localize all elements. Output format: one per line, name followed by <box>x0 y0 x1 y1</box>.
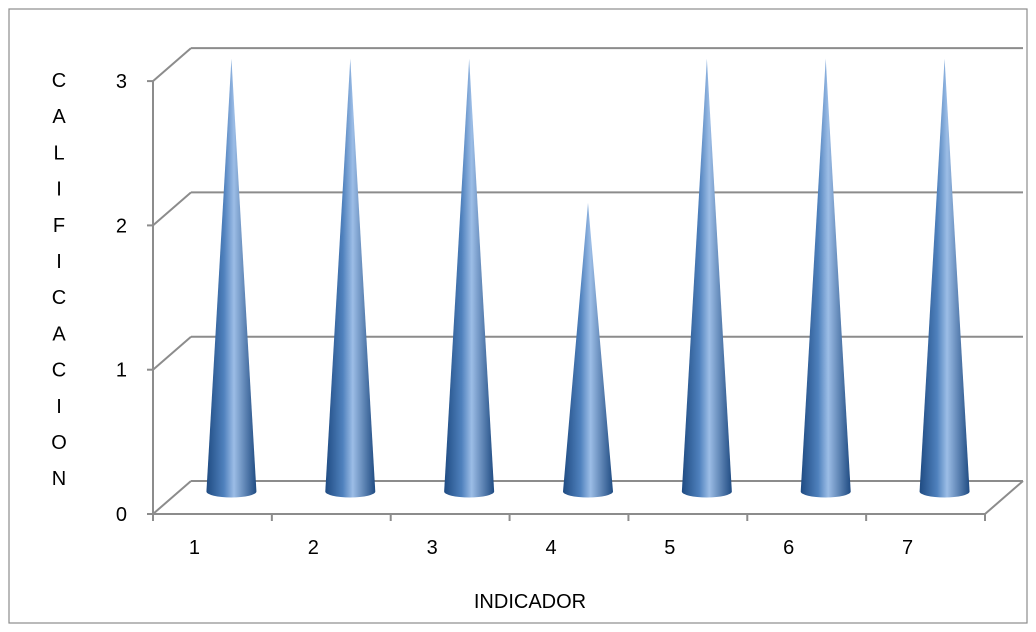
cones <box>206 58 970 498</box>
cone-bar <box>800 58 851 498</box>
axes <box>147 80 986 521</box>
cone-bar <box>444 58 495 498</box>
x-tick-label: 1 <box>189 537 200 559</box>
y-axis-label-letter: A <box>52 323 66 345</box>
side-gridline <box>152 191 192 227</box>
cone-bar <box>681 58 732 498</box>
cone-bar <box>919 58 970 498</box>
x-tick-label: 4 <box>545 537 556 559</box>
cone-bar <box>325 58 376 498</box>
y-axis-label-letter: N <box>52 468 66 490</box>
gridlines <box>152 47 1024 515</box>
x-tick-label: 5 <box>664 537 675 559</box>
y-tick-label: 1 <box>116 360 127 382</box>
cone-bar <box>206 58 257 498</box>
y-axis-label-letter: I <box>56 179 62 201</box>
x-tick-label: 3 <box>427 537 438 559</box>
y-axis-label-letter: L <box>53 142 64 164</box>
y-axis-label-letter: C <box>52 287 66 309</box>
y-axis-label-letter: I <box>56 251 62 273</box>
floor-right-edge <box>984 480 1024 515</box>
y-axis-label-letter: F <box>53 215 65 237</box>
cone-bar <box>563 202 613 498</box>
side-gridline <box>152 335 192 371</box>
chart-border <box>8 8 1028 624</box>
y-tick-label: 3 <box>116 71 127 93</box>
y-axis-label-letter: I <box>56 396 62 418</box>
side-gridline <box>152 480 192 515</box>
side-gridline <box>152 47 192 82</box>
y-axis-label-letter: C <box>52 360 66 382</box>
y-axis-label-letter: O <box>51 432 67 454</box>
x-tick-label: 2 <box>308 537 319 559</box>
y-tick-labels: 0 1 2 3 <box>116 71 127 526</box>
y-tick-label: 2 <box>116 215 127 237</box>
x-tick-label: 6 <box>783 537 794 559</box>
x-tick-label: 7 <box>902 537 913 559</box>
x-tick-labels: 1 2 3 4 5 6 7 <box>189 537 913 559</box>
y-axis-label-letter: C <box>52 70 66 92</box>
y-tick-label: 0 <box>116 504 127 526</box>
y-axis-label-letter: A <box>52 106 66 128</box>
x-axis-label: INDICADOR <box>474 591 586 613</box>
